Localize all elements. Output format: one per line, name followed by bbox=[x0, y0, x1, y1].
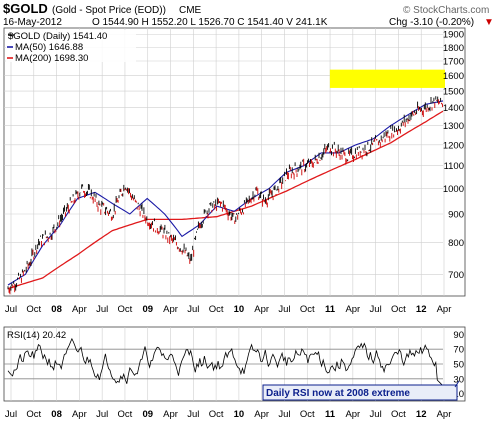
rsi-y-tick-label: 90 bbox=[453, 330, 464, 341]
rsi-line bbox=[7, 337, 443, 386]
rsi-series-layer bbox=[7, 337, 443, 386]
date-tick-label: Jul bbox=[5, 304, 17, 315]
change-value: Chg -3.10 (-0.20%) bbox=[389, 17, 474, 28]
price-y-tick-label: 800 bbox=[448, 238, 464, 249]
rsi-y-axis: 10 30 50 70 90 bbox=[453, 330, 464, 400]
legend-ma200: MA(200) 1698.30 bbox=[15, 53, 88, 64]
date-tick-label: Jul bbox=[187, 304, 199, 315]
chart-date: 16-May-2012 bbox=[3, 17, 62, 28]
date-tick-label: Oct bbox=[26, 409, 41, 420]
date-tick-label: Apr bbox=[163, 304, 178, 315]
date-tick-label: 10 bbox=[234, 304, 245, 315]
annotation-pointer bbox=[454, 380, 460, 388]
price-gridlines bbox=[4, 28, 445, 296]
date-tick-label: Apr bbox=[437, 409, 452, 420]
date-tick-label: Apr bbox=[345, 304, 360, 315]
ohlc-values: O 1544.90 H 1552.20 L 1526.70 C 1541.40 … bbox=[92, 17, 328, 28]
annotation-text: Daily RSI now at 2008 extreme bbox=[266, 388, 410, 399]
date-tick-label: Apr bbox=[254, 304, 269, 315]
date-tick-label: Apr bbox=[345, 409, 360, 420]
date-tick-label: Oct bbox=[209, 409, 224, 420]
rsi-annotation: Daily RSI now at 2008 extreme bbox=[262, 380, 460, 401]
date-tick-label: 08 bbox=[51, 409, 62, 420]
date-tick-label: Jul bbox=[96, 304, 108, 315]
date-tick-label: Apr bbox=[72, 409, 87, 420]
date-tick-label: Jul bbox=[370, 409, 382, 420]
date-tick-label: Oct bbox=[118, 304, 133, 315]
date-tick-label: Apr bbox=[72, 304, 87, 315]
date-tick-label: Oct bbox=[300, 304, 315, 315]
date-tick-label: 11 bbox=[325, 304, 336, 315]
date-axis-top: Jul Oct 08 Apr Jul Oct 09 Apr Jul Oct 10 Apr Jul Oct 1… bbox=[5, 304, 451, 315]
annotation-box bbox=[262, 384, 458, 401]
price-series-layer bbox=[7, 96, 444, 295]
date-tick-label: Oct bbox=[391, 409, 406, 420]
date-tick-label: 11 bbox=[325, 409, 336, 420]
price-y-tick-label: 1700 bbox=[443, 57, 464, 68]
price-y-tick-label: 1600 bbox=[443, 71, 464, 82]
date-tick-label: Apr bbox=[437, 304, 452, 315]
date-tick-label: Oct bbox=[300, 409, 315, 420]
price-y-tick-label: 1200 bbox=[443, 140, 464, 151]
watermark: © StockCharts.com bbox=[403, 5, 489, 16]
rsi-y-tick-label: 70 bbox=[453, 345, 464, 356]
date-tick-label: Jul bbox=[187, 409, 199, 420]
chart-symbol: $GOLD bbox=[3, 1, 48, 16]
chart-exchange: CME bbox=[179, 5, 202, 16]
date-tick-label: Jul bbox=[278, 409, 290, 420]
price-y-tick-label: 1100 bbox=[444, 161, 464, 172]
rsi-y-tick-label: 30 bbox=[453, 374, 464, 385]
date-tick-label: 09 bbox=[142, 409, 153, 420]
price-y-tick-label: 900 bbox=[448, 209, 464, 220]
date-tick-label: Jul bbox=[96, 409, 108, 420]
legend-main: $GOLD (Daily) 1541.40 bbox=[8, 31, 107, 42]
price-y-tick-label: 1000 bbox=[443, 184, 464, 195]
date-tick-label: Jul bbox=[278, 304, 290, 315]
price-y-tick-label: 700 bbox=[448, 270, 464, 281]
rsi-y-tick-label: 50 bbox=[453, 360, 464, 371]
date-tick-label: Oct bbox=[26, 304, 41, 315]
date-tick-label: Jul bbox=[5, 409, 17, 420]
legend-ma50: MA(50) 1646.88 bbox=[15, 42, 83, 53]
change-down-icon: ▼ bbox=[484, 17, 494, 28]
price-y-tick-label: 1900 bbox=[443, 30, 464, 41]
date-tick-label: Apr bbox=[163, 409, 178, 420]
price-y-axis: 700 800 900 1000 1100 1200 1300 1400 1500 1600 170… bbox=[443, 30, 464, 281]
support-highlight-zone bbox=[329, 69, 445, 88]
date-tick-label: Oct bbox=[391, 304, 406, 315]
date-tick-label: Oct bbox=[209, 304, 224, 315]
date-tick-label: 09 bbox=[142, 304, 153, 315]
chart-description: (Gold - Spot Price (EOD)) bbox=[52, 5, 166, 16]
rsi-label: RSI(14) 20.42 bbox=[7, 330, 66, 341]
price-y-tick-label: 1300 bbox=[443, 121, 464, 132]
legend: $GOLD (Daily) 1541.40 MA(50) 1646.88 MA(… bbox=[6, 30, 136, 64]
date-tick-label: Oct bbox=[118, 409, 133, 420]
price-y-tick-label: 1500 bbox=[443, 87, 464, 98]
price-y-tick-label: 1800 bbox=[443, 43, 464, 54]
date-axis-bottom: Jul Oct 08 Apr Jul Oct 09 Apr Jul Oct 10 Apr Jul Oct 1… bbox=[5, 409, 451, 420]
date-tick-label: Apr bbox=[254, 409, 269, 420]
rsi-y-tick-label: 10 bbox=[453, 389, 464, 400]
price-y-tick-label: 1400 bbox=[443, 103, 464, 114]
date-tick-label: 12 bbox=[416, 304, 427, 315]
date-tick-label: 08 bbox=[51, 304, 62, 315]
date-tick-label: 12 bbox=[416, 409, 427, 420]
date-tick-label: 10 bbox=[234, 409, 245, 420]
price-panel bbox=[3, 27, 466, 297]
date-tick-label: Jul bbox=[370, 304, 382, 315]
